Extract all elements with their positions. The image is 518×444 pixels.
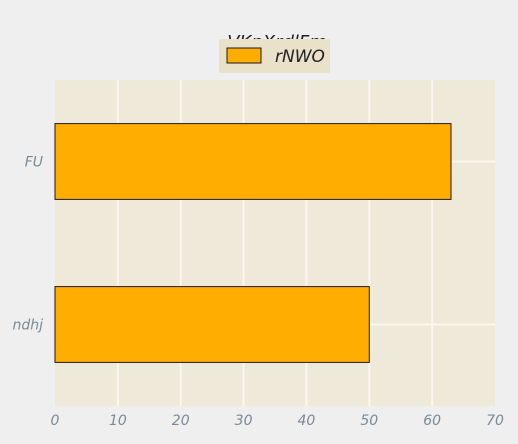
x-tick-label: 30 bbox=[235, 413, 253, 429]
bar-fu bbox=[54, 123, 452, 200]
x-tick-label: 40 bbox=[298, 413, 316, 429]
legend-label: rNWO bbox=[275, 47, 325, 67]
y-tick-labels: FU ndhj bbox=[12, 155, 43, 334]
x-tick-labels: 0 10 20 30 40 50 60 70 bbox=[51, 413, 504, 429]
x-tick-label: 50 bbox=[360, 413, 378, 429]
y-tick-label: ndhj bbox=[12, 318, 43, 334]
x-tick-label: 20 bbox=[172, 413, 190, 429]
x-tick-label: 10 bbox=[109, 413, 127, 429]
x-tick-label: 0 bbox=[51, 413, 60, 429]
y-tick-label: FU bbox=[25, 155, 43, 171]
x-tick-label: 70 bbox=[486, 413, 504, 429]
bars bbox=[54, 123, 452, 363]
legend-swatch bbox=[226, 47, 262, 64]
x-tick-label: 60 bbox=[423, 413, 441, 429]
legend: rNWO bbox=[219, 39, 330, 73]
bar-ndhj bbox=[54, 286, 370, 363]
